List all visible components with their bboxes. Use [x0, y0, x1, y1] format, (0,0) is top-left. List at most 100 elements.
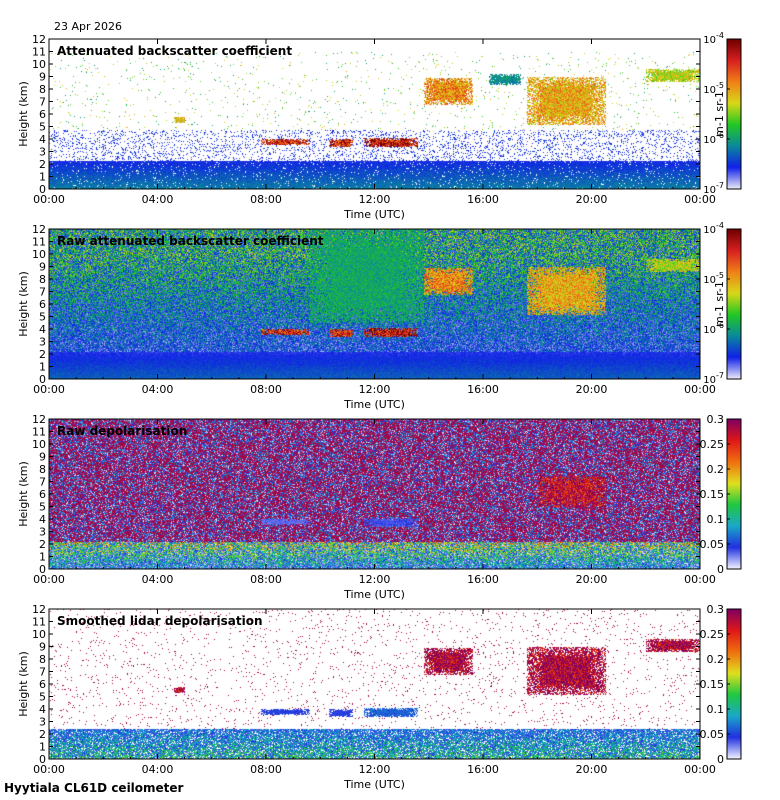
y-tick-label: 9: [39, 71, 46, 84]
x-tick-label: 16:00: [467, 763, 499, 776]
y-tick-label: 0: [39, 183, 46, 196]
y-tick-label: 2: [39, 348, 46, 361]
colorbar-tick-label: 10-7: [703, 181, 724, 196]
y-tick-label: 3: [39, 526, 46, 539]
y-tick-label: 7: [39, 96, 46, 109]
y-tick-label: 5: [39, 121, 46, 134]
x-tick-label: 20:00: [576, 763, 608, 776]
colorbar-tick-label: 0.25: [700, 628, 725, 641]
colorbar-frame: [726, 38, 742, 190]
x-tick-label: 20:00: [576, 193, 608, 206]
y-tick-label: 3: [39, 336, 46, 349]
date-label: 23 Apr 2026: [54, 20, 123, 33]
y-tick-label: 6: [39, 678, 46, 691]
colorbar-tick-label: 10-6: [703, 131, 724, 146]
y-tick-label: 9: [39, 451, 46, 464]
y-axis-label: Height (km): [17, 81, 30, 147]
y-tick-label: 7: [39, 476, 46, 489]
y-tick-label: 0: [39, 753, 46, 766]
chart-title: Attenuated backscatter coefficient: [57, 44, 292, 58]
x-tick-label: 16:00: [467, 193, 499, 206]
heatmap-image: [49, 39, 700, 189]
x-tick-label: 12:00: [359, 763, 391, 776]
x-tick-label: 04:00: [142, 383, 174, 396]
heatmap-image: [49, 419, 700, 569]
y-tick-label: 7: [39, 666, 46, 679]
y-tick-label: 8: [39, 83, 46, 96]
panel-4: Smoothed lidar depolarisation01234567891…: [17, 603, 742, 791]
colorbar-tick-label: 0.05: [700, 538, 725, 551]
y-tick-label: 12: [32, 33, 46, 46]
x-tick-label: 00:00: [33, 193, 65, 206]
colorbar-frame: [726, 228, 742, 380]
heatmap-image: [49, 609, 700, 759]
x-tick-label: 00:00: [684, 383, 716, 396]
colorbar-tick-label: 0.3: [707, 413, 725, 426]
y-tick-label: 10: [32, 58, 46, 71]
y-tick-label: 1: [39, 551, 46, 564]
y-tick-label: 1: [39, 361, 46, 374]
y-tick-label: 6: [39, 488, 46, 501]
y-tick-label: 4: [39, 513, 46, 526]
x-tick-label: 08:00: [250, 193, 282, 206]
y-tick-label: 2: [39, 538, 46, 551]
y-tick-label: 1: [39, 171, 46, 184]
colorbar-unit-label: m-1 sr-1: [713, 281, 726, 327]
colorbar-tick-label: 0.15: [700, 678, 725, 691]
y-tick-label: 8: [39, 463, 46, 476]
colorbar-tick-label: 0.1: [707, 703, 725, 716]
y-tick-label: 11: [32, 616, 46, 629]
y-tick-label: 11: [32, 46, 46, 59]
x-tick-label: 08:00: [250, 763, 282, 776]
x-axis-label: Time (UTC): [343, 398, 405, 411]
x-tick-label: 20:00: [576, 383, 608, 396]
y-tick-label: 0: [39, 563, 46, 576]
x-tick-label: 00:00: [684, 763, 716, 776]
x-tick-label: 04:00: [142, 573, 174, 586]
y-tick-label: 10: [32, 438, 46, 451]
y-tick-label: 10: [32, 628, 46, 641]
chart-title: Smoothed lidar depolarisation: [57, 614, 263, 628]
colorbar-tick-label: 0.3: [707, 603, 725, 616]
x-tick-label: 00:00: [33, 573, 65, 586]
x-axis-label: Time (UTC): [343, 778, 405, 791]
colorbar-tick-label: 0.05: [700, 728, 725, 741]
x-tick-label: 00:00: [33, 383, 65, 396]
chart-title: Raw attenuated backscatter coefficient: [57, 234, 324, 248]
y-tick-label: 11: [32, 426, 46, 439]
colorbar-tick-label: 0: [717, 563, 724, 576]
colorbar: [727, 609, 741, 759]
y-tick-label: 11: [32, 236, 46, 249]
y-tick-label: 3: [39, 146, 46, 159]
y-tick-label: 2: [39, 728, 46, 741]
y-tick-label: 6: [39, 108, 46, 121]
y-tick-label: 8: [39, 653, 46, 666]
colorbar: [727, 419, 741, 569]
y-tick-label: 0: [39, 373, 46, 386]
y-tick-label: 9: [39, 261, 46, 274]
y-tick-label: 7: [39, 286, 46, 299]
colorbar: [727, 229, 741, 379]
colorbar-tick-label: 0.15: [700, 488, 725, 501]
x-tick-label: 16:00: [467, 383, 499, 396]
y-tick-label: 4: [39, 323, 46, 336]
y-tick-label: 5: [39, 691, 46, 704]
x-tick-label: 08:00: [250, 383, 282, 396]
footer-label: Hyytiala CL61D ceilometer: [4, 781, 184, 795]
colorbar-tick-label: 0.25: [700, 438, 725, 451]
colorbar-tick-label: 10-6: [703, 321, 724, 336]
y-tick-label: 1: [39, 741, 46, 754]
y-tick-label: 12: [32, 223, 46, 236]
colorbar-tick-label: 10-7: [703, 371, 724, 386]
y-tick-label: 5: [39, 311, 46, 324]
y-tick-label: 3: [39, 716, 46, 729]
heatmap-image: [49, 229, 700, 379]
colorbar-tick-label: 10-5: [703, 81, 724, 96]
colorbar-unit-label: m-1 sr-1: [713, 91, 726, 137]
y-axis-label: Height (km): [17, 271, 30, 337]
y-tick-label: 12: [32, 413, 46, 426]
y-tick-label: 4: [39, 703, 46, 716]
panel-2: Raw attenuated backscatter coefficient01…: [17, 221, 742, 411]
y-tick-label: 12: [32, 603, 46, 616]
panel-1: Attenuated backscatter coefficient012345…: [17, 31, 742, 221]
